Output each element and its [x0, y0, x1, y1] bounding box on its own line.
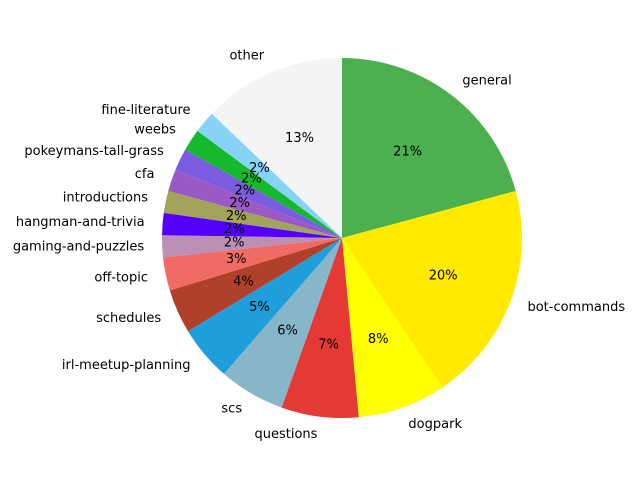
slice-label-cfa: cfa — [135, 167, 155, 182]
slice-label-introductions: introductions — [63, 191, 149, 206]
pct-label-irl-meetup-planning: 5% — [249, 300, 270, 315]
pct-label-fine-literature: 2% — [249, 161, 270, 176]
slice-label-off-topic: off-topic — [94, 270, 148, 285]
slice-label-pokeymans-tall-grass: pokeymans-tall-grass — [24, 144, 164, 159]
slice-label-gaming-and-puzzles: gaming-and-puzzles — [13, 240, 145, 255]
pct-label-gaming-and-puzzles: 2% — [224, 236, 245, 251]
pct-label-schedules: 4% — [233, 275, 254, 290]
slice-label-questions: questions — [254, 427, 317, 442]
pct-label-scs: 6% — [277, 324, 298, 339]
slice-label-dogpark: dogpark — [408, 417, 462, 432]
pct-label-bot-commands: 20% — [429, 268, 458, 283]
slice-label-weebs: weebs — [134, 123, 176, 138]
slice-label-scs: scs — [221, 401, 242, 416]
pct-label-off-topic: 3% — [226, 252, 247, 267]
slice-label-general: general — [462, 73, 511, 88]
pct-label-introductions: 2% — [226, 209, 247, 224]
slice-label-fine-literature: fine-literature — [101, 103, 190, 118]
pct-label-dogpark: 8% — [368, 332, 389, 347]
pct-label-questions: 7% — [318, 338, 339, 353]
slices-layer — [162, 58, 522, 418]
slice-label-schedules: schedules — [96, 311, 161, 326]
slice-label-other: other — [229, 48, 264, 63]
pct-label-hangman-and-trivia: 2% — [224, 222, 245, 237]
slice-label-irl-meetup-planning: irl-meetup-planning — [62, 358, 191, 373]
slice-label-bot-commands: bot-commands — [527, 300, 625, 315]
slice-label-hangman-and-trivia: hangman-and-trivia — [16, 215, 145, 230]
pct-label-other: 13% — [285, 131, 314, 146]
pct-label-general: 21% — [393, 145, 422, 160]
